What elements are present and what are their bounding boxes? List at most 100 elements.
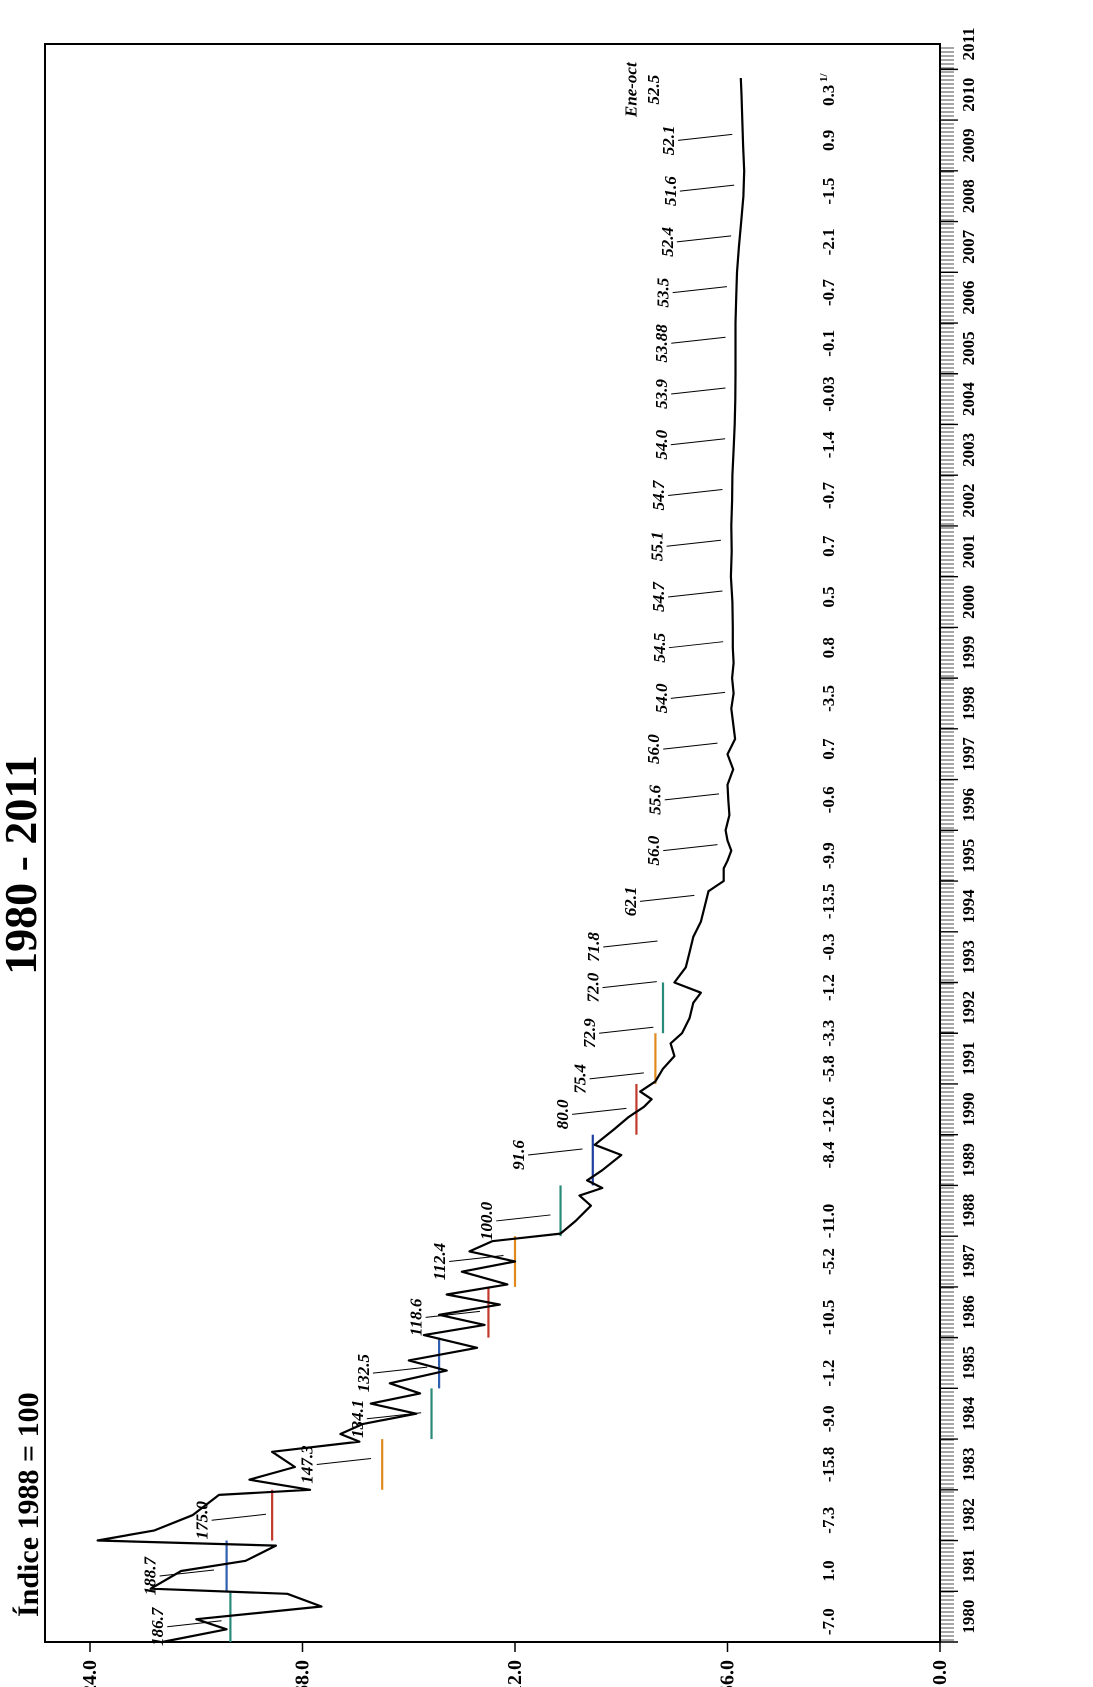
value-label: 62.1: [621, 886, 640, 916]
value-label: 54.5: [650, 632, 669, 662]
value-label-arrow: [572, 1108, 626, 1114]
y-tick-label: 224.0: [79, 1660, 101, 1687]
value-label: 53.5: [654, 277, 673, 307]
x-tick-label: 2004: [959, 382, 978, 417]
x-tick-label: 2005: [959, 331, 978, 365]
variation-label: 0.9: [819, 130, 838, 151]
value-label-arrow: [673, 287, 727, 293]
value-label: 188.7: [141, 1555, 160, 1595]
x-tick-label: 1986: [959, 1295, 978, 1329]
value-label-arrow: [212, 1514, 266, 1520]
x-tick-label: 1980: [959, 1600, 978, 1634]
x-tick-label: 1994: [959, 889, 978, 924]
value-label: 100.0: [477, 1201, 496, 1240]
x-tick-label: 2006: [959, 281, 978, 315]
value-label-arrow: [663, 845, 717, 851]
x-tick-label: 1984: [959, 1396, 978, 1431]
value-label-arrow: [317, 1458, 371, 1464]
x-tick-label: 1991: [959, 1042, 978, 1076]
value-label: 51.6: [661, 176, 680, 206]
x-tick-label: 1989: [959, 1143, 978, 1177]
variation-label: -1.2: [819, 1360, 838, 1387]
variation-label: -8.4: [819, 1141, 838, 1168]
value-label: 54.7: [649, 479, 668, 510]
x-tick-label: 1992: [959, 991, 978, 1025]
variation-label: -0.6: [819, 786, 838, 813]
value-label: 72.9: [580, 1018, 599, 1048]
plot-frame: [45, 44, 940, 1642]
value-label: 54.0: [652, 429, 671, 459]
value-label: 54.0: [652, 683, 671, 713]
x-tick-label: 2011: [959, 27, 978, 60]
x-tick-label: 1983: [959, 1447, 978, 1481]
x-tick-label: 1996: [959, 788, 978, 822]
variation-label: -1.4: [819, 431, 838, 458]
value-label-arrow: [680, 185, 734, 191]
value-label-arrow: [671, 388, 725, 394]
value-label-arrow: [667, 540, 721, 546]
variation-label: -5.2: [819, 1248, 838, 1275]
value-label: 52.5: [644, 74, 663, 104]
variation-label: -0.7: [819, 482, 838, 509]
variation-label: -12.6: [819, 1097, 838, 1132]
variation-label: -3.5: [819, 685, 838, 712]
x-tick-label: 1990: [959, 1092, 978, 1126]
y-tick-label: 168.0: [292, 1660, 314, 1687]
x-tick-label: 1995: [959, 839, 978, 873]
y-tick-label: 0.0: [929, 1660, 951, 1685]
value-label: 55.1: [648, 531, 667, 561]
variation-label: -5.8: [819, 1055, 838, 1082]
variation-label: -1.2: [819, 974, 838, 1001]
value-label: 56.0: [644, 734, 663, 764]
x-tick-label: 2000: [959, 585, 978, 619]
value-label: 175.0: [193, 1501, 212, 1540]
value-label-arrow: [669, 642, 723, 648]
x-tick-label: 2009: [959, 128, 978, 162]
variation-label: 0.7: [819, 738, 838, 760]
variation-label: -9.9: [819, 842, 838, 869]
x-tick-label: 1987: [959, 1244, 978, 1279]
value-label-arrow: [373, 1367, 427, 1373]
variation-label: -2.1: [819, 228, 838, 255]
variation-label: -1.5: [819, 178, 838, 205]
x-tick-label: 1997: [959, 737, 978, 772]
value-label: 134.1: [348, 1400, 367, 1438]
value-label-arrow: [496, 1215, 550, 1221]
variation-label: -10.5: [819, 1300, 838, 1335]
variation-label: -0.03: [819, 376, 838, 411]
x-tick-label: 2010: [959, 78, 978, 112]
variation-label: -7.3: [819, 1507, 838, 1534]
value-label: 112.4: [430, 1243, 449, 1280]
value-label: 91.6: [509, 1140, 528, 1170]
variation-label: 1.0: [819, 1560, 838, 1581]
value-label-arrow: [668, 489, 722, 495]
value-label: Ene-oct: [621, 61, 640, 118]
value-label-arrow: [528, 1149, 582, 1155]
x-tick-label: 1999: [959, 636, 978, 670]
x-tick-label: 1981: [959, 1549, 978, 1583]
variation-label: -9.0: [819, 1405, 838, 1432]
value-label: 53.9: [652, 379, 671, 409]
x-tick-label: 2008: [959, 179, 978, 213]
value-label-arrow: [668, 591, 722, 597]
value-label: 52.4: [658, 227, 677, 257]
value-label: 55.6: [646, 785, 665, 815]
variation-label: -0.3: [819, 934, 838, 961]
variation-label: 0.7: [819, 535, 838, 557]
value-label: 52.1: [659, 126, 678, 156]
value-label-arrow: [671, 337, 725, 343]
x-tick-label: 2007: [959, 229, 978, 264]
variation-label: 0.5: [819, 586, 838, 607]
value-label: 186.7: [148, 1606, 167, 1646]
x-tick-label: 1998: [959, 686, 978, 720]
y-tick-label: 112.0: [504, 1660, 526, 1687]
x-tick-label: 2003: [959, 433, 978, 467]
value-label-arrow: [678, 134, 732, 140]
value-label: 80.0: [553, 1099, 572, 1129]
variation-label: -0.1: [819, 330, 838, 357]
variation-label: 0.8: [819, 637, 838, 658]
value-label-arrow: [449, 1256, 503, 1262]
chart-subtitle: Índice 1988 = 100: [12, 1392, 45, 1617]
value-label-arrow: [671, 692, 725, 698]
